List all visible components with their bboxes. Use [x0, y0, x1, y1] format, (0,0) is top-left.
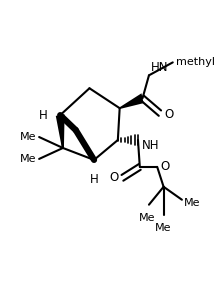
Text: Me: Me: [20, 132, 36, 142]
Text: H: H: [39, 109, 48, 122]
Text: Me: Me: [155, 223, 172, 233]
Text: O: O: [164, 108, 173, 121]
Polygon shape: [56, 115, 65, 148]
Text: H: H: [90, 173, 98, 186]
Text: Me: Me: [20, 154, 36, 164]
Text: O: O: [110, 171, 119, 184]
Text: HN: HN: [150, 61, 168, 74]
Text: O: O: [161, 160, 170, 173]
Text: methyl: methyl: [176, 57, 215, 67]
Text: NH: NH: [142, 139, 159, 152]
Polygon shape: [119, 93, 144, 109]
Text: Me: Me: [139, 213, 155, 223]
Text: Me: Me: [184, 197, 200, 208]
